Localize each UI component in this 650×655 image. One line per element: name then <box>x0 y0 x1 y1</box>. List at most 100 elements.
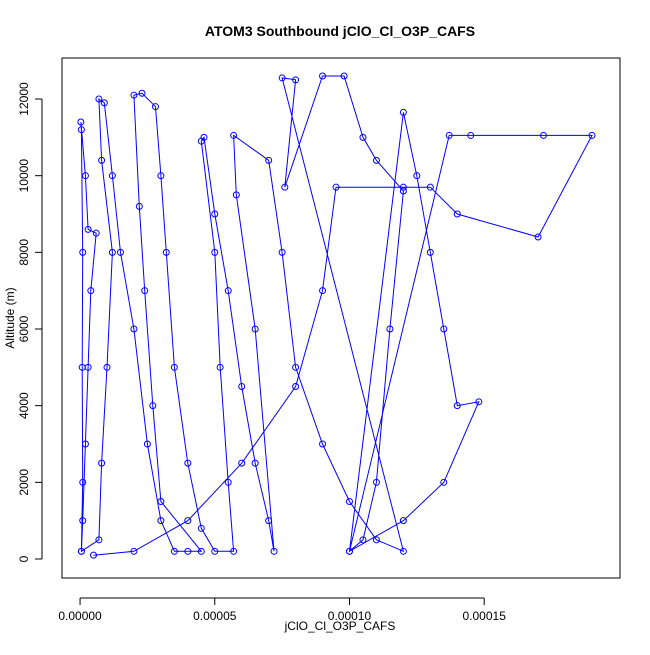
data-point <box>440 325 448 333</box>
data-point <box>399 183 407 191</box>
data-point <box>216 363 224 371</box>
data-point <box>426 248 434 256</box>
y-tick-label: 6000 <box>17 315 31 342</box>
data-point <box>224 478 232 486</box>
data-point <box>141 287 149 295</box>
data-point <box>157 517 165 525</box>
data-point <box>162 248 170 256</box>
data-line <box>80 75 593 556</box>
x-axis-label: jClO_Cl_O3P_CAFS <box>284 619 396 633</box>
data-point <box>372 478 380 486</box>
data-point <box>79 478 87 486</box>
data-point <box>534 233 542 241</box>
data-point <box>224 287 232 295</box>
data-point <box>292 363 300 371</box>
data-point <box>265 517 273 525</box>
data-point <box>399 187 407 195</box>
data-point <box>238 459 246 467</box>
chart-title: ATOM3 Southbound jClO_Cl_O3P_CAFS <box>205 23 475 39</box>
data-point <box>130 547 138 555</box>
data-point <box>184 547 192 555</box>
data-point <box>372 156 380 164</box>
data-point <box>539 131 547 139</box>
data-point <box>265 156 273 164</box>
data-point <box>84 225 92 233</box>
data-point <box>588 131 596 139</box>
y-tick-label: 12000 <box>17 82 31 116</box>
data-point <box>157 172 165 180</box>
data-point <box>98 459 106 467</box>
y-tick-label: 2000 <box>17 469 31 496</box>
data-point <box>81 440 89 448</box>
data-point <box>319 440 327 448</box>
data-point <box>84 363 92 371</box>
data-point <box>270 547 278 555</box>
data-point <box>399 547 407 555</box>
data-point <box>92 229 100 237</box>
data-point <box>170 547 178 555</box>
data-point <box>197 547 205 555</box>
x-tick-label: 0.00015 <box>463 609 507 623</box>
data-point <box>138 89 146 97</box>
data-point <box>475 398 483 406</box>
data-point <box>135 202 143 210</box>
data-point <box>386 325 394 333</box>
y-axis-label: Altitude (m) <box>3 287 17 348</box>
data-point <box>100 99 108 107</box>
data-point <box>108 172 116 180</box>
data-point <box>81 172 89 180</box>
data-point <box>170 363 178 371</box>
y-tick-label: 0 <box>17 555 31 562</box>
data-point <box>108 248 116 256</box>
data-point <box>426 183 434 191</box>
data-point <box>79 248 87 256</box>
data-point <box>77 547 85 555</box>
data-point <box>359 536 367 544</box>
data-point <box>251 459 259 467</box>
y-tick-label: 8000 <box>17 239 31 266</box>
data-point <box>130 91 138 99</box>
data-point <box>292 76 300 84</box>
data-point <box>211 248 219 256</box>
x-tick-label: 0.00000 <box>58 609 102 623</box>
data-point <box>399 108 407 116</box>
data-point <box>90 551 98 559</box>
data-point <box>332 183 340 191</box>
data-point <box>211 547 219 555</box>
data-point <box>211 210 219 218</box>
plot-frame <box>61 57 621 579</box>
data-point <box>130 325 138 333</box>
data-point <box>440 478 448 486</box>
data-point <box>292 382 300 390</box>
data-point <box>77 118 85 126</box>
data-point <box>453 210 461 218</box>
data-point <box>95 95 103 103</box>
data-point <box>143 440 151 448</box>
data-point <box>413 172 421 180</box>
data-point <box>79 517 87 525</box>
y-tick-label: 10000 <box>17 159 31 193</box>
data-point <box>345 547 353 555</box>
data-point <box>116 248 124 256</box>
data-point <box>278 248 286 256</box>
data-point <box>232 191 240 199</box>
data-point <box>319 72 327 80</box>
data-point <box>319 287 327 295</box>
data-point <box>251 325 259 333</box>
data-point <box>445 131 453 139</box>
data-point <box>467 131 475 139</box>
data-point <box>157 497 165 505</box>
data-point <box>278 74 286 82</box>
x-tick-label: 0.00010 <box>328 609 372 623</box>
data-point <box>230 547 238 555</box>
data-point <box>184 517 192 525</box>
data-point <box>359 133 367 141</box>
data-point <box>77 126 85 134</box>
data-point <box>230 131 238 139</box>
data-point <box>95 536 103 544</box>
x-tick-label: 0.00005 <box>193 609 237 623</box>
y-tick-label: 4000 <box>17 392 31 419</box>
data-point <box>399 517 407 525</box>
